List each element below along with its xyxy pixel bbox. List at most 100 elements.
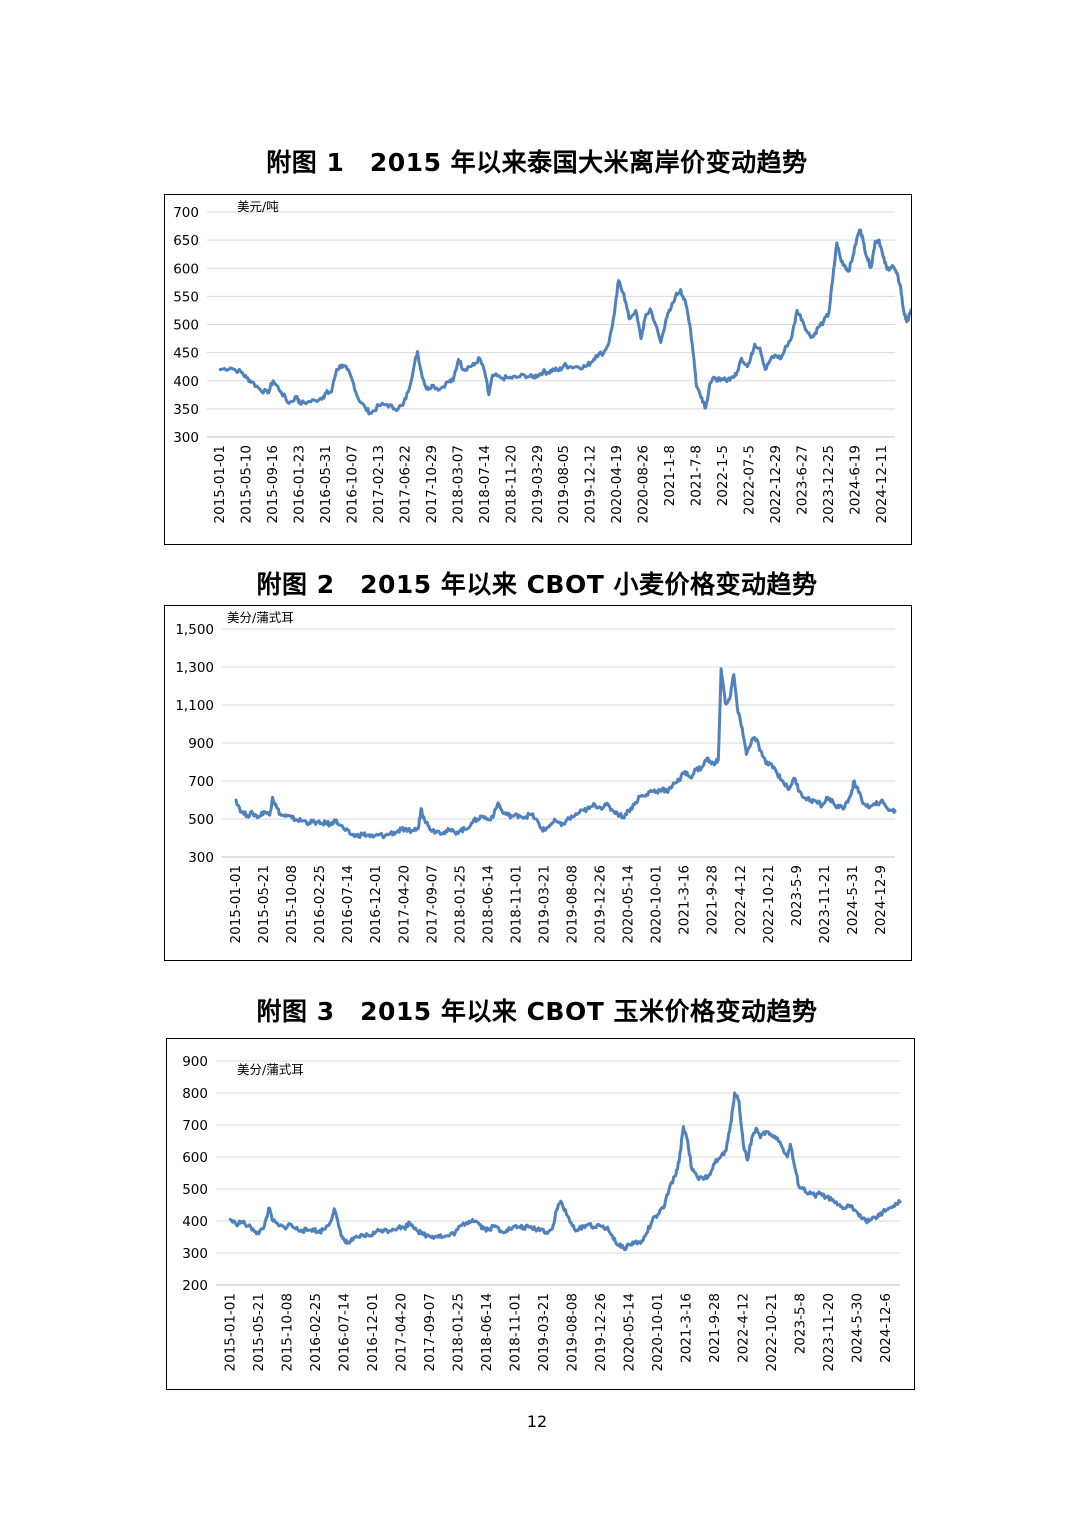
chart-svg: 300 500 700 900 1,100 1,300 1,500 2015-01-01 201…	[175, 610, 897, 943]
x-tick-label: 2019-12-26	[593, 865, 609, 943]
x-tick-label: 2018-11-01	[507, 1293, 523, 1371]
x-tick-label: 2015-01-01	[222, 1293, 238, 1371]
y-tick-label: 600	[173, 261, 199, 277]
y-tick-label: 700	[182, 1118, 208, 1134]
x-tick-label: 2017-10-29	[424, 445, 440, 523]
unit-label: 美分/蒲式耳	[227, 610, 294, 625]
x-tick-label: 2015-05-21	[251, 1293, 267, 1371]
y-tick-label: 650	[173, 233, 199, 249]
x-tick-label: 2018-06-14	[480, 865, 496, 943]
y-tick-label: 400	[173, 374, 199, 390]
y-tick-label: 300	[188, 850, 214, 866]
unit-label: 美元/吨	[237, 199, 279, 214]
figure-2-title: 附图 2 2015 年以来 CBOT 小麦价格变动趋势	[256, 570, 818, 599]
x-tick-label: 2015-09-16	[265, 445, 281, 523]
x-tick-label: 2015-10-08	[284, 865, 300, 943]
y-tick-label: 1,100	[175, 698, 214, 714]
x-tick-label: 2022-10-21	[761, 865, 777, 943]
y-tick-label: 800	[182, 1086, 208, 1102]
y-tick-label: 500	[173, 318, 199, 334]
y-tick-label: 550	[173, 289, 199, 305]
x-tick-label: 2016-07-14	[340, 865, 356, 943]
x-tick-label: 2019-03-21	[536, 865, 552, 943]
chart-svg: 200 300 400 500 600 700 800 900 2015-01-01 2015-0…	[182, 1054, 902, 1371]
figure-1-title: 附图 1 2015 年以来泰国大米离岸价变动趋势	[266, 148, 808, 177]
x-tick-label: 2022-12-29	[768, 445, 784, 523]
x-tick-label: 2018-01-25	[450, 1293, 466, 1371]
figure-3-title: 附图 3 2015 年以来 CBOT 玉米价格变动趋势	[256, 997, 818, 1026]
x-tick-label: 2022-4-12	[733, 865, 749, 935]
x-tick-label: 2022-4-12	[735, 1293, 751, 1363]
x-tick-label: 2024-5-31	[845, 865, 861, 935]
y-tick-label: 200	[182, 1278, 208, 1294]
series-line	[234, 667, 897, 840]
x-tick-label: 2018-07-14	[477, 445, 493, 523]
x-tick-label: 2022-10-21	[764, 1293, 780, 1371]
x-tick-label: 2016-02-25	[312, 865, 328, 943]
x-tick-label: 2015-05-21	[256, 865, 272, 943]
x-tick-label: 2021-1-8	[662, 445, 678, 506]
x-tick-label: 2015-01-01	[228, 865, 244, 943]
series-line	[228, 1091, 902, 1252]
x-tick-label: 2021-9-28	[707, 1293, 723, 1363]
unit-label: 美分/蒲式耳	[237, 1062, 304, 1077]
x-tick-label: 2020-04-19	[609, 445, 625, 523]
x-tick-label: 2024-12-11	[874, 445, 890, 523]
x-tick-label: 2019-03-21	[536, 1293, 552, 1371]
y-tick-label: 700	[173, 205, 199, 221]
x-tick-label: 2017-06-22	[397, 445, 413, 523]
x-tick-label: 2018-03-07	[450, 445, 466, 523]
x-tick-label: 2022-07-5	[741, 445, 757, 515]
y-tick-label: 900	[188, 736, 214, 752]
x-tick-label: 2019-12-26	[593, 1293, 609, 1371]
x-tick-label: 2019-08-05	[556, 445, 572, 523]
x-tick-label: 2017-02-13	[371, 445, 387, 523]
x-tick-label: 2020-05-14	[621, 1293, 637, 1371]
y-tick-label: 500	[182, 1182, 208, 1198]
figure-1-chart: 300 350 400 450 500 550 600 650 700 2015-01-01 201…	[164, 194, 912, 545]
gridlines	[207, 211, 895, 438]
x-tick-label: 2016-02-25	[308, 1293, 324, 1371]
y-tick-label: 1,300	[175, 660, 214, 676]
x-tick-label: 2016-12-01	[368, 865, 384, 943]
x-tick-label: 2020-08-26	[636, 445, 652, 523]
x-tick-label: 2019-08-08	[564, 1293, 580, 1371]
y-tick-label: 700	[188, 774, 214, 790]
x-tick-label: 2018-11-01	[508, 865, 524, 943]
series-line	[218, 228, 911, 416]
figure-3-chart: 200 300 400 500 600 700 800 900 2015-01-01 2015-0…	[166, 1038, 915, 1390]
y-tick-label: 350	[173, 402, 199, 418]
x-tick-label: 2021-3-16	[678, 1293, 694, 1363]
y-tick-label: 900	[182, 1054, 208, 1070]
chart-svg: 300 350 400 450 500 550 600 650 700 2015-01-01 201…	[173, 199, 911, 523]
x-tick-label: 2023-12-25	[821, 445, 837, 523]
x-tick-label: 2016-07-14	[336, 1293, 352, 1371]
y-tick-label: 450	[173, 346, 199, 362]
x-tick-label: 2020-10-01	[649, 865, 665, 943]
page-number: 12	[526, 1412, 548, 1431]
x-tick-label: 2024-12-9	[873, 865, 889, 935]
x-tick-label: 2022-1-5	[715, 445, 731, 506]
x-tick-label: 2023-6-27	[794, 445, 810, 515]
x-tick-label: 2015-01-01	[212, 445, 228, 523]
x-tick-label: 2017-09-07	[422, 1293, 438, 1371]
y-tick-label: 500	[188, 812, 214, 828]
x-tick-label: 2023-5-9	[789, 865, 805, 926]
y-tick-label: 300	[173, 430, 199, 446]
y-tick-label: 600	[182, 1150, 208, 1166]
x-tick-label: 2020-10-01	[650, 1293, 666, 1371]
x-tick-label: 2020-05-14	[621, 865, 637, 943]
y-tick-label: 400	[182, 1214, 208, 1230]
x-tick-label: 2024-6-19	[847, 445, 863, 515]
x-tick-label: 2019-03-29	[530, 445, 546, 523]
x-tick-label: 2023-11-20	[821, 1293, 837, 1371]
x-tick-label: 2021-7-8	[689, 445, 705, 506]
x-tick-label: 2021-3-16	[677, 865, 693, 935]
x-tick-label: 2024-12-6	[878, 1293, 894, 1363]
x-tick-label: 2023-5-8	[792, 1293, 808, 1354]
x-tick-label: 2023-11-21	[817, 865, 833, 943]
figure-2-chart: 300 500 700 900 1,100 1,300 1,500 2015-01-01 201…	[164, 605, 912, 961]
y-tick-label: 300	[182, 1246, 208, 1262]
x-tick-label: 2016-01-23	[292, 445, 308, 523]
x-tick-label: 2015-05-10	[239, 445, 255, 523]
